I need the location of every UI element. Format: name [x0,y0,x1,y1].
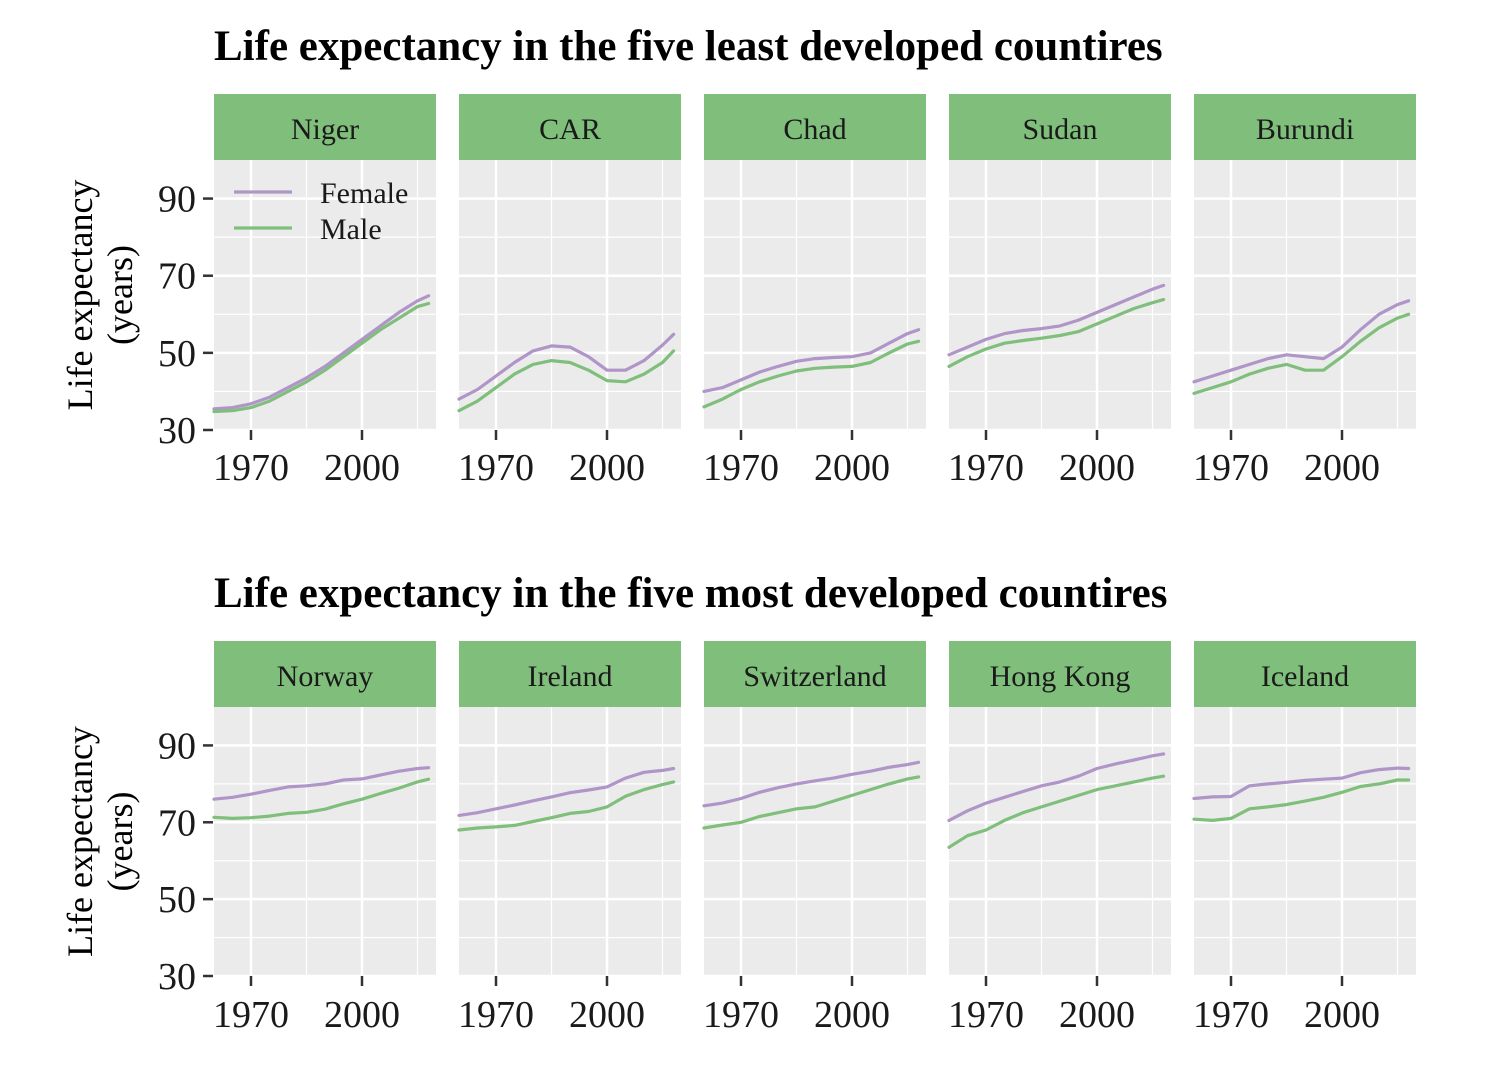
legend-label-male: Male [320,213,382,246]
panel-niger: Niger 1970 2000 [212,94,436,489]
series-line-male [212,301,431,414]
panel-background [949,707,1171,976]
facet-label: Norway [277,660,374,693]
least-developed-chart: Life expectancy in the five least develo… [60,23,1416,489]
series-line-male [457,349,676,413]
y-axis-title: Life expectancy(years) [60,180,140,411]
panel-background [1194,160,1416,430]
x-tick-label: 2000 [1304,447,1380,489]
y-axis-title-line: (years) [100,245,140,345]
facet-label: Niger [291,113,359,146]
most-developed-chart: Life expectancy in the five most develop… [60,570,1416,1036]
x-tick-label: 2000 [324,447,400,489]
chart-title: Life expectancy in the five most develop… [214,570,1167,617]
x-tick-label: 2000 [1304,994,1380,1036]
series-line-female [702,328,921,393]
series-line-female [1192,299,1411,384]
x-tick-label: 2000 [569,994,645,1036]
x-tick-label: 2000 [569,447,645,489]
series-line-male [702,339,921,409]
series-line-female [212,294,431,411]
x-tick-label: 1970 [948,994,1024,1036]
series-line-female [457,766,676,818]
facet-strip [704,94,926,160]
x-tick-label: 1970 [948,447,1024,489]
panel-burundi: Burundi 1970 2000 [1192,94,1416,489]
facet-strip [459,94,681,160]
y-tick-label: 70 [158,256,196,298]
y-tick-label: 30 [158,410,196,452]
y-tick-label: 90 [158,179,196,221]
panel-iceland: Iceland 1970 2000 [1192,641,1416,1036]
facet-label: Iceland [1261,660,1349,693]
x-tick-label: 1970 [458,994,534,1036]
panel-norway: Norway 1970 2000 [212,641,436,1036]
series-line-male [457,780,676,832]
panel-background [214,707,436,976]
x-tick-label: 2000 [1059,447,1135,489]
panel-background [704,707,926,976]
panel-ireland: Ireland 1970 2000 [457,641,681,1036]
panel-car: CAR 1970 2000 [457,94,681,489]
panel-background [704,160,926,430]
facet-label: Sudan [1023,113,1098,146]
y-tick-label: 90 [158,725,196,767]
series-line-male [947,774,1166,849]
x-tick-label: 1970 [703,994,779,1036]
x-tick-label: 2000 [814,994,890,1036]
facet-label: Switzerland [743,660,886,693]
y-tick-label: 50 [158,333,196,375]
facet-label: Chad [783,113,846,146]
x-tick-label: 1970 [458,447,534,489]
x-tick-label: 2000 [324,994,400,1036]
panel-hong-kong: Hong Kong 1970 2000 [947,641,1171,1036]
facet-strip [1194,94,1416,160]
y-tick-label: 30 [158,956,196,998]
series-line-male [1192,312,1411,395]
x-tick-label: 1970 [213,994,289,1036]
facet-label: CAR [539,113,601,146]
y-axis-title-line: (years) [100,792,140,892]
series-line-female [1192,766,1411,801]
y-axis-title-line: Life expectancy [60,180,100,411]
y-tick-label: 50 [158,879,196,921]
panel-background [459,707,681,976]
y-axis-title: Life expectancy(years) [60,726,140,957]
y-axis-title-line: Life expectancy [60,726,100,957]
series-line-female [947,752,1166,823]
series-line-male [1192,778,1411,823]
panel-switzerland: Switzerland 1970 2000 [702,641,926,1036]
panel-chad: Chad 1970 2000 [702,94,926,489]
x-tick-label: 1970 [213,447,289,489]
facet-strip [704,641,926,707]
series-line-female [702,760,921,808]
facet-label: Ireland [528,660,613,693]
series-line-male [702,775,921,830]
facet-label: Hong Kong [990,660,1131,693]
facet-strip [214,94,436,160]
legend-label-female: Female [320,177,408,210]
series-line-female [212,766,431,801]
series-line-male [212,777,431,821]
panel-background [1194,707,1416,976]
facet-strip [949,94,1171,160]
series-line-male [947,298,1166,368]
facet-label: Burundi [1256,113,1354,146]
series-line-female [947,283,1166,357]
chart-title: Life expectancy in the five least develo… [214,23,1163,70]
facet-strip [214,641,436,707]
x-tick-label: 1970 [703,447,779,489]
x-tick-label: 1970 [1193,447,1269,489]
facet-strip [949,641,1171,707]
x-tick-label: 2000 [1059,994,1135,1036]
y-tick-label: 70 [158,802,196,844]
facet-strip [459,641,681,707]
x-tick-label: 1970 [1193,994,1269,1036]
series-line-female [457,332,676,401]
panel-sudan: Sudan 1970 2000 [947,94,1171,489]
facet-strip [1194,641,1416,707]
x-tick-label: 2000 [814,447,890,489]
